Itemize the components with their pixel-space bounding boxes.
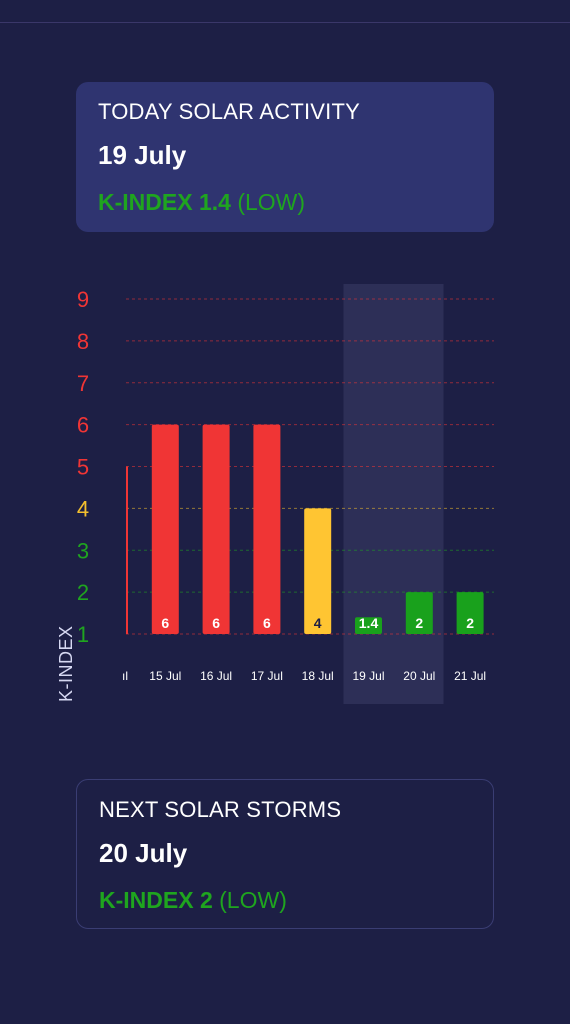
y-tick-5: 5 <box>77 455 89 480</box>
y-tick-9: 9 <box>77 287 89 312</box>
x-tick-7: 21 Jul <box>454 669 486 683</box>
y-tick-3: 3 <box>77 538 89 563</box>
y-axis-label: K-INDEX <box>56 625 76 702</box>
next-card-kindex: K-INDEX 2 <box>99 887 213 913</box>
top-divider <box>0 22 570 23</box>
bar-4 <box>304 508 332 634</box>
bar-1 <box>151 424 179 634</box>
bar-5 <box>355 617 382 634</box>
bar-2 <box>202 424 230 634</box>
next-card-kindex-line: K-INDEX 2 (LOW) <box>99 887 287 914</box>
y-tick-6: 6 <box>77 413 89 438</box>
x-tick-6: 20 Jul <box>403 669 435 683</box>
x-tick-5: 19 Jul <box>352 669 384 683</box>
bar-0 <box>126 466 128 634</box>
bar-label-1: 6 <box>161 615 169 631</box>
today-card-level: (LOW) <box>237 189 306 215</box>
today-card-heading: TODAY SOLAR ACTIVITY <box>98 99 360 124</box>
bar-3 <box>253 424 281 634</box>
x-tick-2: 16 Jul <box>200 669 232 683</box>
highlight-band <box>343 284 444 704</box>
next-solar-storms-card: NEXT SOLAR STORMS 20 July K-INDEX 2 (LOW… <box>76 779 494 929</box>
bar-6 <box>405 592 433 634</box>
bar-label-4: 4 <box>314 615 322 631</box>
x-tick-3: 17 Jul <box>251 669 283 683</box>
today-card-date: 19 July <box>98 140 187 170</box>
x-tick-1: 15 Jul <box>149 669 181 683</box>
next-card-date: 20 July <box>99 838 188 868</box>
bar-label-7: 2 <box>466 615 474 631</box>
bar-label-3: 6 <box>263 615 271 631</box>
y-tick-1: 1 <box>77 622 89 647</box>
today-card-kindex-line: K-INDEX 1.4 (LOW) <box>98 189 305 216</box>
next-card-heading: NEXT SOLAR STORMS <box>99 797 342 822</box>
x-tick-0: ıl <box>122 669 128 683</box>
kindex-chart[interactable]: 1 2 3 4 5 6 7 8 9 ıl 6 15 Jul 6 16 Jul 6 17 Jul 4 18 Jul 1… <box>0 270 570 750</box>
bar-7 <box>456 592 484 634</box>
bar-label-2: 6 <box>212 615 220 631</box>
y-tick-8: 8 <box>77 329 89 354</box>
y-tick-2: 2 <box>77 580 89 605</box>
x-tick-4: 18 Jul <box>302 669 334 683</box>
kindex-chart-svg: 1 2 3 4 5 6 7 8 9 ıl 6 15 Jul 6 16 Jul 6 17 Jul 4 18 Jul 1… <box>77 284 494 704</box>
today-card-kindex: K-INDEX 1.4 <box>98 189 231 215</box>
y-tick-4: 4 <box>77 496 89 521</box>
y-tick-7: 7 <box>77 371 89 396</box>
next-card-level: (LOW) <box>219 887 287 913</box>
today-solar-activity-card: TODAY SOLAR ACTIVITY 19 July K-INDEX 1.4… <box>76 82 494 232</box>
bar-label-5: 1.4 <box>359 615 379 631</box>
bar-label-6: 2 <box>415 615 423 631</box>
